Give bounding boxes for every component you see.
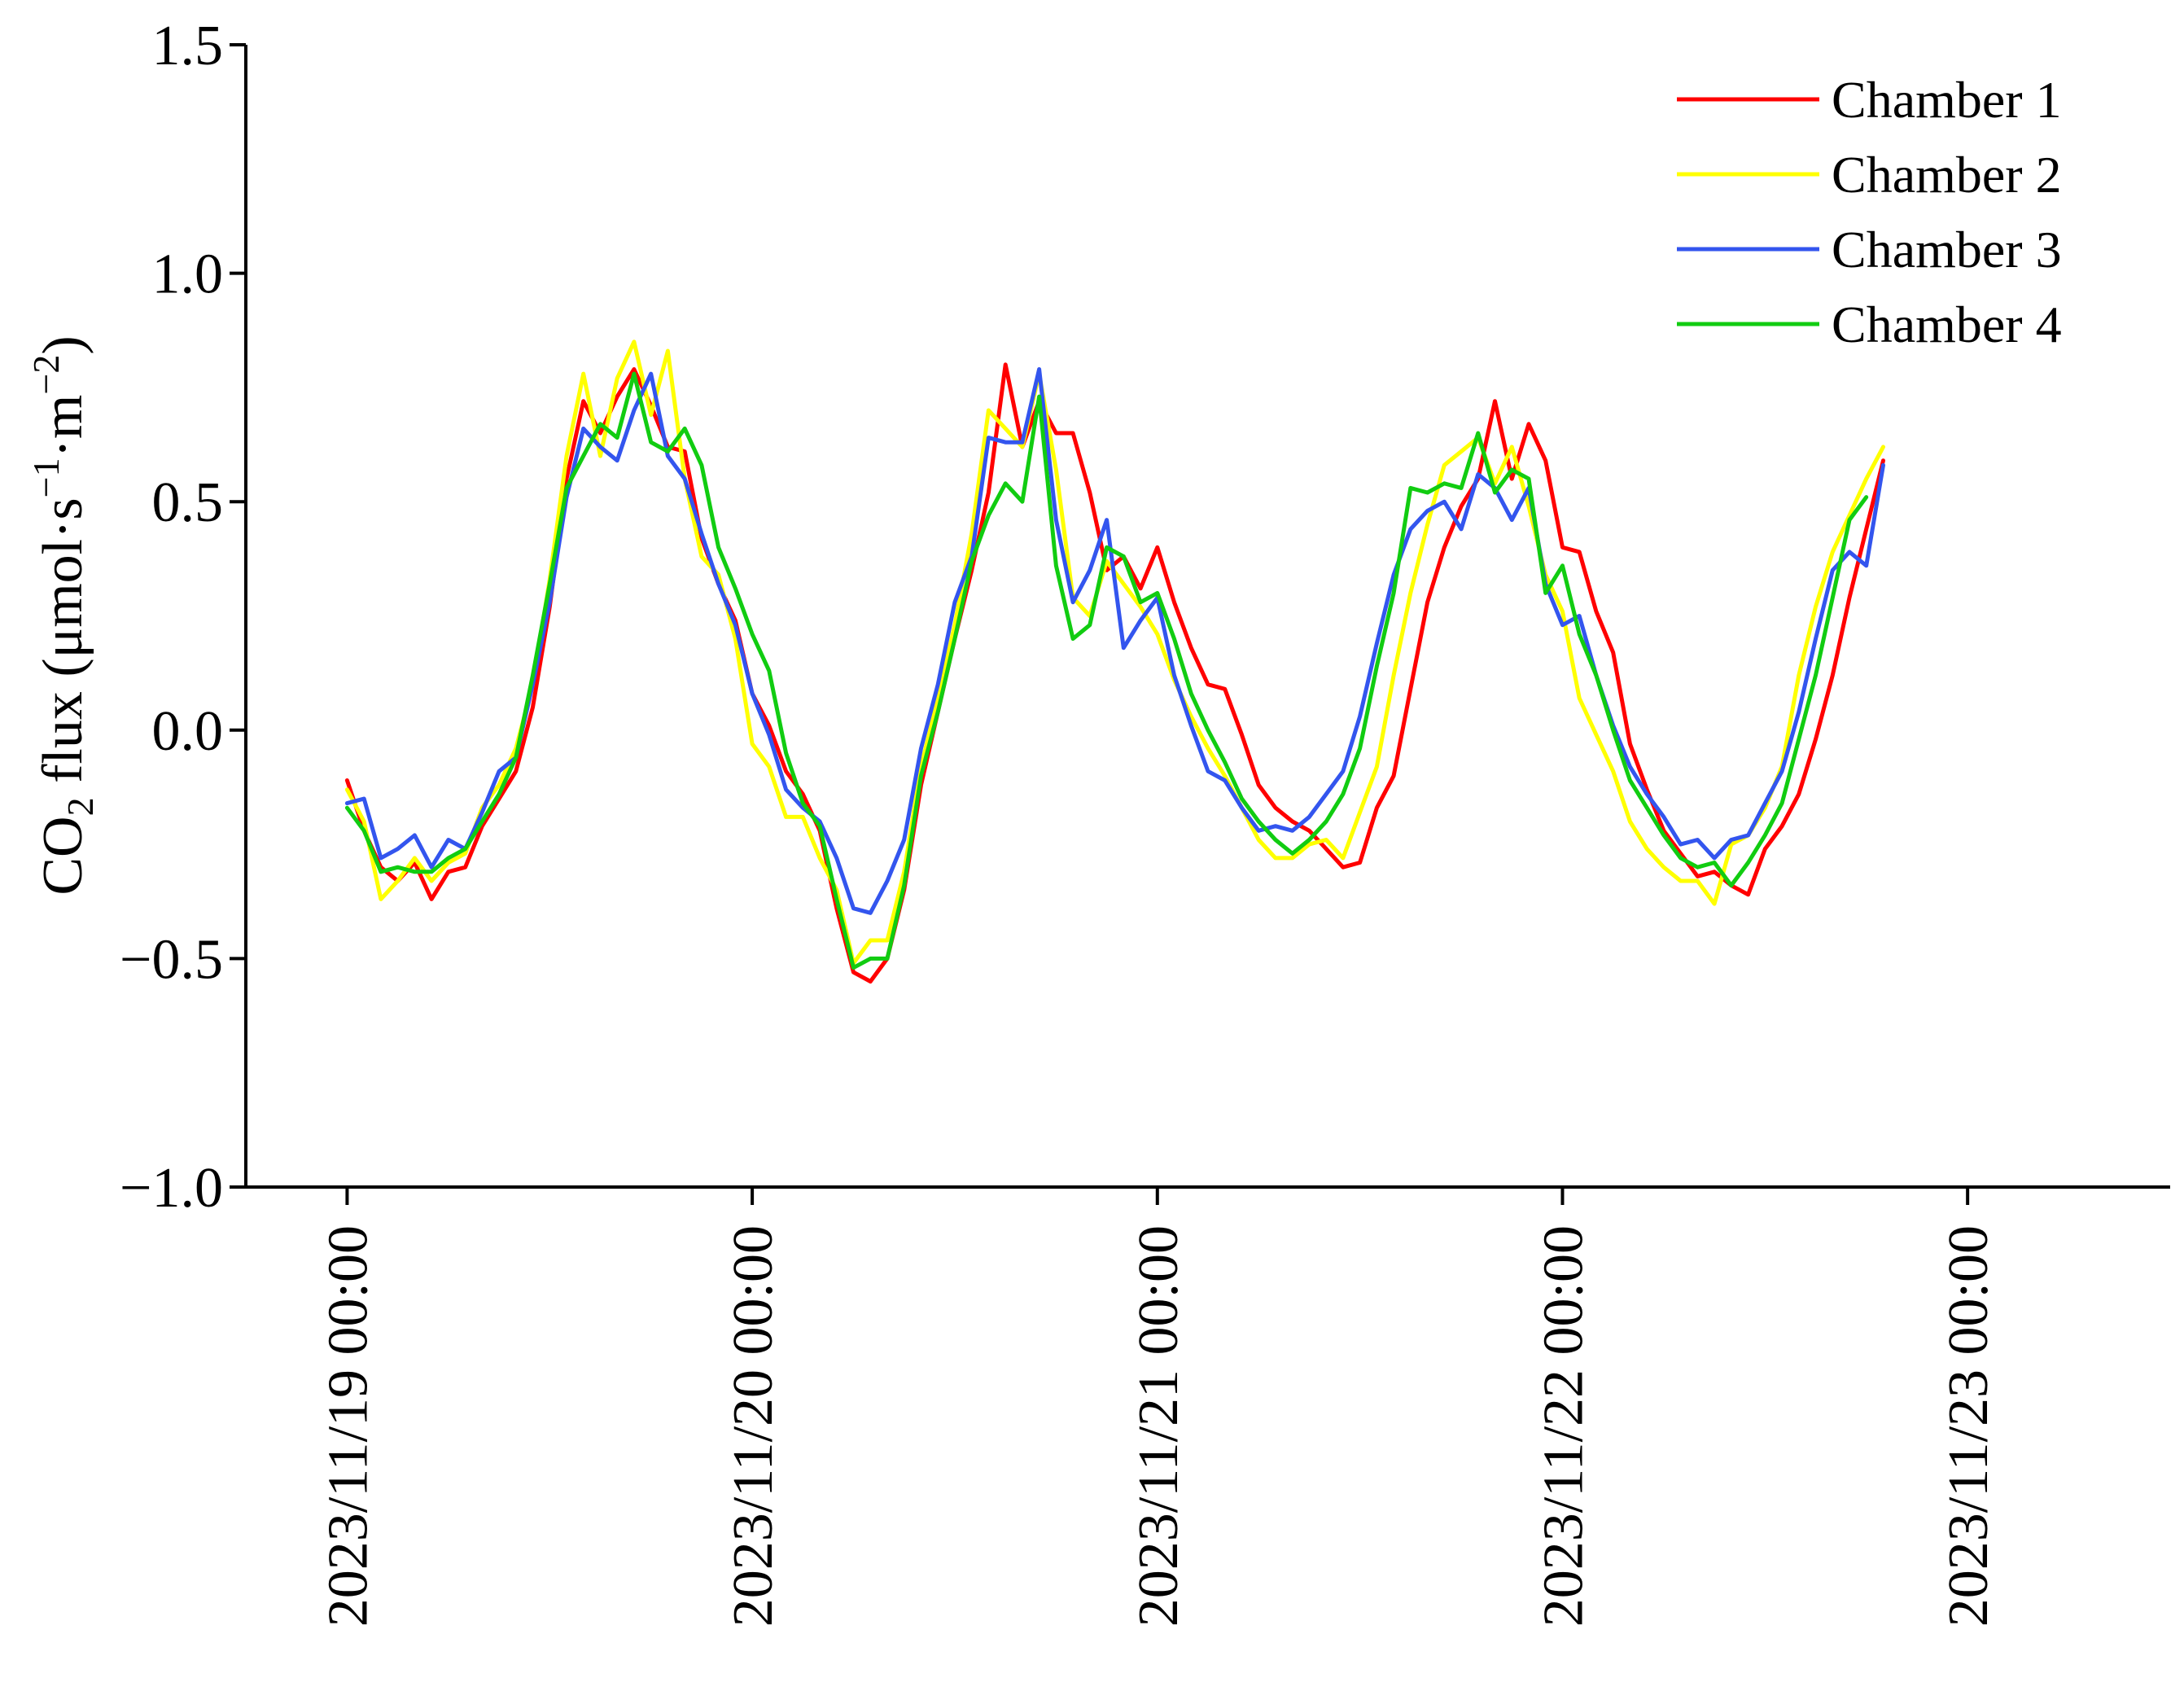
series-line-chamber-4 [344, 371, 1869, 970]
x-tick-label: 2023/11/23 00:00 [1937, 1225, 2000, 1627]
y-tick-label: −0.5 [120, 928, 223, 991]
y-axis-title: CO2 flux (μmol·s−1·m−2) [25, 335, 101, 895]
plot-area [344, 340, 1885, 983]
legend-label: Chamber 3 [1832, 221, 2062, 278]
y-tick-label: 1.5 [152, 15, 224, 77]
y-tick-label: 0.0 [152, 700, 224, 763]
legend-label: Chamber 4 [1832, 296, 2062, 353]
y-ticks: −1.0 −0.5 0.0 0.5 1.0 1.5 [120, 15, 246, 1220]
x-tick-label: 2023/11/20 00:00 [722, 1225, 785, 1627]
y-tick-label: 0.5 [152, 471, 224, 534]
legend-label: Chamber 2 [1832, 146, 2062, 204]
x-ticks: 2023/11/19 00:00 2023/11/20 00:00 2023/11/… [317, 1187, 2000, 1627]
x-tick-label: 2023/11/21 00:00 [1127, 1225, 1190, 1627]
x-tick-label: 2023/11/22 00:00 [1532, 1225, 1595, 1627]
y-tick-label: 1.0 [152, 243, 224, 306]
x-tick-label: 2023/11/19 00:00 [317, 1225, 379, 1627]
y-tick-label: −1.0 [120, 1157, 223, 1220]
series-line-chamber-3 [344, 367, 1885, 915]
legend: Chamber 1 Chamber 2 Chamber 3 Chamber 4 [1677, 71, 2062, 353]
legend-label: Chamber 1 [1832, 71, 2062, 129]
axes [244, 45, 2170, 1189]
